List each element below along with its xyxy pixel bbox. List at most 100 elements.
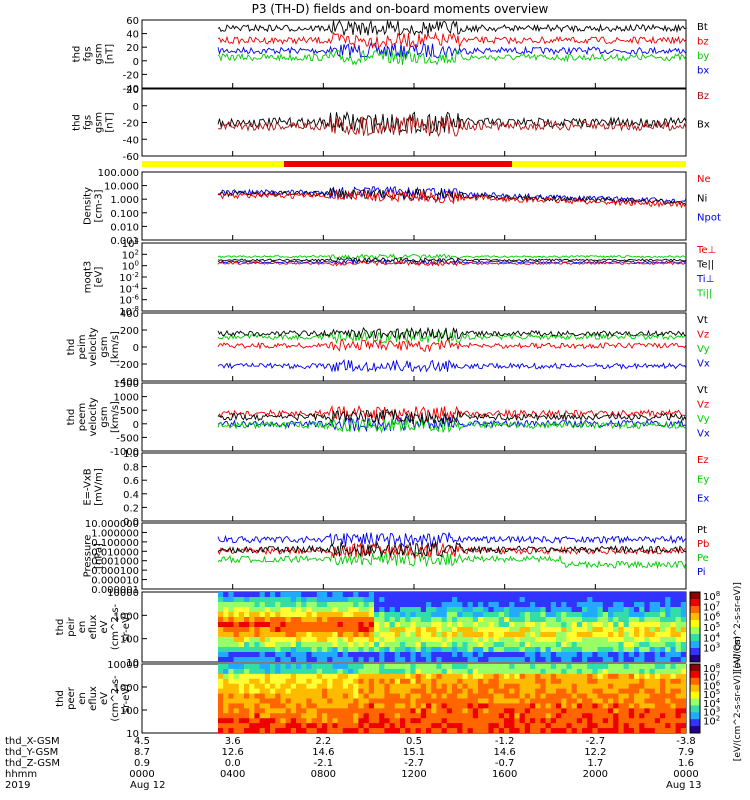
y-axis-label-line: sr-eV) [121,612,132,641]
heatmap-cell [524,693,531,700]
heatmap-cell [535,632,541,638]
heatmap-cell [457,703,463,709]
heatmap-cell [675,678,682,685]
heatmap-cell [467,602,474,608]
heatmap-cell [410,728,417,733]
heatmap-cell [550,708,557,714]
heatmap-cell [462,708,469,714]
heatmap-cell [478,597,484,603]
heatmap-cell [670,683,677,690]
heatmap-cell [493,607,500,613]
heatmap-cell [337,617,344,623]
heatmap-cell [566,728,573,733]
heatmap-cell [280,617,287,623]
heatmap-cell [457,718,463,724]
heatmap-cell [561,652,567,658]
heatmap-cell [467,647,474,653]
heatmap-cell [264,718,271,724]
heatmap-cell [680,622,686,628]
legend-pi: Pi [697,567,706,578]
heatmap-cell [405,637,411,643]
heatmap-cell [259,612,266,618]
heatmap-cell [233,698,240,705]
heatmap-cell [649,664,656,670]
heatmap-cell [389,664,396,670]
heatmap-cell [270,723,276,729]
heatmap-cell [327,693,333,700]
heatmap-cell [467,612,474,618]
heatmap-cell [670,693,677,700]
heatmap-cell [483,602,489,608]
heatmap-cell [540,703,547,709]
heatmap-cell [561,668,567,675]
heatmap-cell [394,693,401,700]
heatmap-cell [358,637,365,643]
heatmap-cell [524,607,531,613]
heatmap-cell [264,664,271,670]
heatmap-cell [550,718,557,724]
heatmap-cell [400,728,406,733]
heatmap-cell [223,617,229,623]
heatmap-cell [405,668,411,675]
heatmap-cell [218,607,224,613]
heatmap-cell [311,617,318,623]
y-axis-label-line: [km/s] [110,401,121,433]
heatmap-cell [483,627,489,633]
heatmap-cell [400,664,406,670]
heatmap-cell [514,708,521,714]
heatmap-cell [290,637,297,643]
heatmap-cell [285,678,292,685]
heatmap-cell [509,627,515,633]
heatmap-cell [550,664,557,670]
heatmap-cell [254,723,261,729]
heatmap-cell [519,632,526,638]
heatmap-cell [628,637,635,643]
heatmap-cell [400,683,406,690]
heatmap-cell [478,657,484,662]
heatmap-cell [410,642,417,648]
heatmap-cell [426,718,432,724]
heatmap-cell [519,723,526,729]
heatmap-cell [576,607,583,613]
colorbar-frame [689,663,701,734]
heatmap-cell [379,607,385,613]
heatmap-cell [644,678,651,685]
heatmap-cell [363,668,370,675]
heatmap-cell [348,713,354,719]
heatmap-cell [322,708,328,714]
heatmap-cell [535,728,541,733]
heatmap-cell [363,592,370,598]
heatmap-cell [389,597,396,603]
ephemeris-value: 8.7 [134,747,150,758]
ephemeris-value: 14.6 [494,747,516,758]
heatmap-cell [628,673,635,680]
heatmap-cell [514,728,521,733]
heatmap-cell [566,698,573,705]
heatmap-cell [275,627,281,633]
heatmap-cell [342,612,349,618]
heatmap-cell [576,698,583,705]
heatmap-cell [483,673,489,680]
heatmap-cell [244,622,250,628]
heatmap-cell [457,688,463,695]
heatmap-cell [327,622,333,628]
heatmap-cell [504,607,510,613]
heatmap-cell [436,637,443,643]
heatmap-cell [254,678,261,685]
heatmap-cell [270,673,276,680]
heatmap-cell [400,612,406,618]
heatmap-cell [561,683,567,690]
heatmap-cell [556,632,562,638]
heatmap-cell [301,602,307,608]
heatmap-cell [436,698,443,705]
heatmap-cell [363,657,370,662]
heatmap-cell [311,698,318,705]
heatmap-cell [644,713,651,719]
heatmap-cell [327,632,333,638]
heatmap-cell [389,617,396,623]
colorbar-label: [eV/(cm^2-s-sr-eV)] [733,582,743,672]
heatmap-cell [535,607,541,613]
heatmap-cell [660,592,666,598]
heatmap-cell [400,698,406,705]
heatmap-cell [566,657,573,662]
